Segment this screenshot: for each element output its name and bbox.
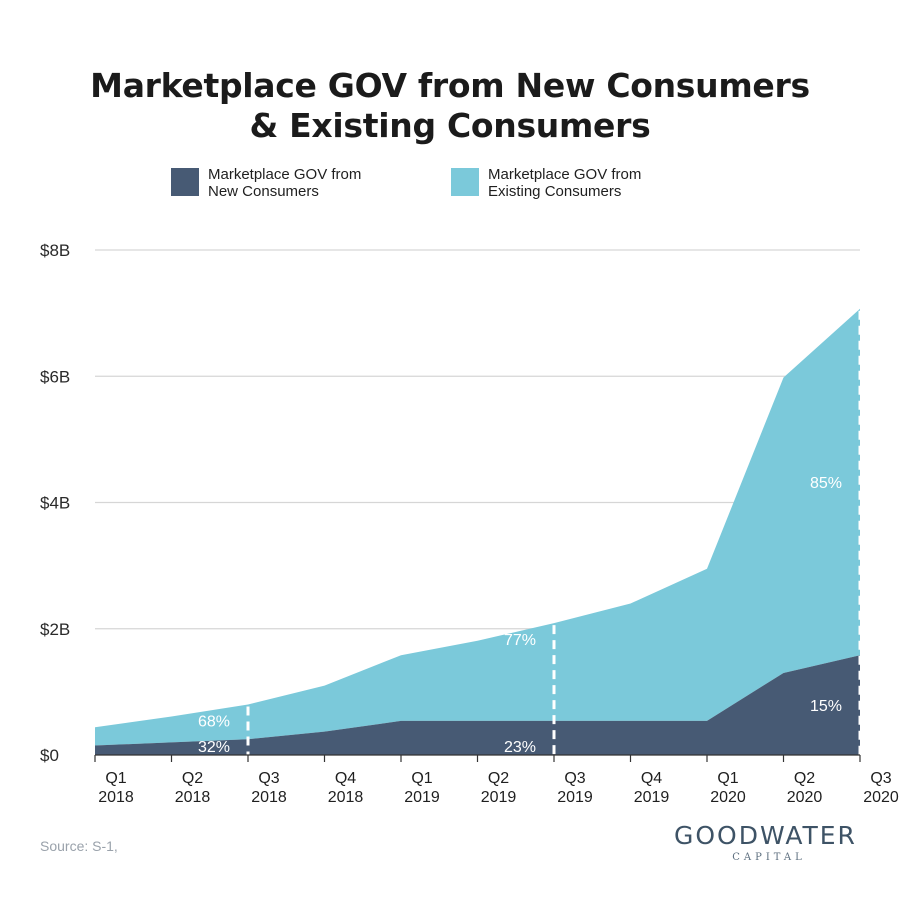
x-tick-label-year-9: 2020	[787, 789, 823, 806]
chart-title-line-2: & Existing Consumers	[249, 106, 651, 145]
legend-label-new-consumers: Marketplace GOV from New Consumers	[208, 166, 408, 200]
x-tick-label-quarter-4: Q1	[411, 770, 432, 787]
x-tick-label-year-5: 2019	[481, 789, 517, 806]
x-tick-label-year-6: 2019	[557, 789, 593, 806]
legend-swatch-existing-consumers	[451, 168, 479, 196]
x-tick-label-quarter-7: Q4	[641, 770, 662, 787]
x-tick-label-quarter-2: Q3	[258, 770, 279, 787]
x-tick-label-quarter-10: Q3	[870, 770, 891, 787]
area-existing-consumers	[95, 308, 860, 746]
legend-item-new-consumers: Marketplace GOV from New Consumers	[171, 166, 408, 200]
annotation-existing-pct-2: 85%	[810, 475, 842, 492]
grid-lines: $0 $2B $4B $6B $8B	[40, 241, 860, 765]
annotation-existing-pct-1: 77%	[504, 632, 536, 649]
x-tick-label-year-8: 2020	[710, 789, 746, 806]
x-tick-label-quarter-1: Q2	[182, 770, 203, 787]
y-tick-label-3: $6B	[40, 367, 70, 386]
source-note: Source: S-1,	[40, 838, 118, 854]
logo-subtitle: CAPITAL	[732, 852, 806, 863]
x-tick-label-year-10: 2020	[863, 789, 899, 806]
x-tick-label-quarter-3: Q4	[335, 770, 356, 787]
goodwater-capital-logo: GOODWATER CAPITAL	[674, 822, 864, 864]
legend-swatch-new-consumers	[171, 168, 199, 196]
area-new-consumers	[95, 655, 860, 755]
legend-label-new-line-2: New Consumers	[208, 183, 319, 200]
x-tick-label-year-7: 2019	[634, 789, 670, 806]
legend-label-existing-consumers: Marketplace GOV from Existing Consumers	[488, 166, 688, 200]
annotation-existing-pct-0: 68%	[198, 714, 230, 731]
legend-label-new-line-1: Marketplace GOV from	[208, 166, 362, 183]
axes: Q1 2018 Q2 2018 Q3 2018 Q4 2018 Q1 2019 Q2 2019 Q3 20…	[94, 754, 899, 806]
chart-title: Marketplace GOV from New Consumers & Exi…	[0, 66, 900, 146]
x-tick-label-year-2: 2018	[251, 789, 287, 806]
annotation-dashes	[246, 310, 862, 755]
chart-title-line-1: Marketplace GOV from New Consumers	[90, 66, 810, 105]
annotation-new-pct-0: 32%	[198, 739, 230, 756]
x-tick-label-quarter-0: Q1	[105, 770, 126, 787]
legend-item-existing-consumers: Marketplace GOV from Existing Consumers	[451, 166, 688, 200]
x-tick-label-quarter-5: Q2	[488, 770, 509, 787]
x-tick-label-year-4: 2019	[404, 789, 440, 806]
y-tick-label-0: $0	[40, 746, 59, 765]
y-tick-label-1: $2B	[40, 620, 70, 639]
annotation-labels: 32% 68% 23% 77% 15% 85%	[198, 475, 842, 756]
legend-label-existing-line-2: Existing Consumers	[488, 183, 622, 200]
legend-label-existing-line-1: Marketplace GOV from	[488, 166, 642, 183]
annotation-new-pct-2: 15%	[810, 698, 842, 715]
x-tick-label-quarter-8: Q1	[717, 770, 738, 787]
chart-areas	[95, 308, 860, 755]
x-tick-label-year-3: 2018	[328, 789, 364, 806]
x-tick-label-quarter-6: Q3	[564, 770, 585, 787]
y-tick-label-2: $4B	[40, 494, 70, 513]
x-tick-label-year-0: 2018	[98, 789, 134, 806]
x-tick-label-quarter-9: Q2	[794, 770, 815, 787]
chart-legend: Marketplace GOV from New Consumers Marke…	[0, 166, 900, 206]
y-tick-label-4: $8B	[40, 241, 70, 260]
x-tick-label-year-1: 2018	[175, 789, 211, 806]
annotation-new-pct-1: 23%	[504, 739, 536, 756]
logo-wordmark: GOODWATER	[674, 821, 857, 850]
